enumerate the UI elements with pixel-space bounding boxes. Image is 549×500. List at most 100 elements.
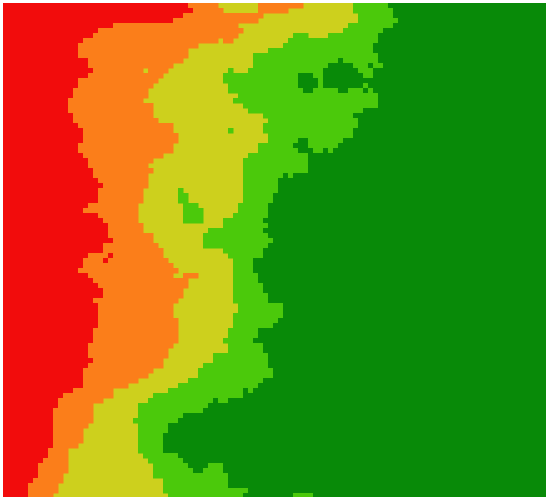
map-cell (533, 93, 539, 99)
map-cell (403, 258, 409, 264)
map-cell (273, 133, 279, 139)
map-cell (123, 108, 129, 114)
map-cell (103, 148, 109, 154)
map-cell (413, 238, 419, 244)
map-cell (518, 148, 524, 154)
map-cell (13, 28, 19, 34)
map-cell (108, 68, 114, 74)
map-cell (458, 128, 464, 134)
map-cell (98, 3, 104, 9)
map-cell (178, 48, 184, 54)
map-cell (248, 233, 254, 239)
map-cell (543, 163, 546, 169)
map-cell (293, 208, 299, 214)
map-cell (343, 193, 349, 199)
map-cell (258, 78, 264, 84)
map-cell (173, 43, 179, 49)
map-cell (28, 123, 34, 129)
map-cell (423, 13, 429, 19)
map-cell (303, 148, 309, 154)
map-cell (273, 138, 279, 144)
map-cell (63, 233, 69, 239)
map-cell (58, 158, 64, 164)
map-cell (273, 118, 279, 124)
map-cell (428, 213, 434, 219)
map-cell (233, 33, 239, 39)
map-cell (123, 143, 129, 149)
map-cell (38, 58, 44, 64)
map-cell (48, 243, 54, 249)
map-cell (258, 153, 264, 159)
map-cell (18, 153, 24, 159)
map-cell (398, 213, 404, 219)
map-cell (413, 103, 419, 109)
map-cell (8, 178, 14, 184)
map-cell (413, 228, 419, 234)
map-cell (113, 83, 119, 89)
map-cell (333, 208, 339, 214)
map-cell (338, 183, 344, 189)
map-cell (528, 168, 534, 174)
map-cell (273, 218, 279, 224)
map-cell (163, 38, 169, 44)
map-cell (183, 13, 189, 19)
map-cell (3, 98, 9, 104)
map-cell (443, 88, 449, 94)
map-cell (408, 48, 414, 54)
map-cell (268, 48, 274, 54)
map-cell (48, 93, 54, 99)
map-cell (253, 163, 259, 169)
map-cell (73, 23, 79, 29)
map-cell (373, 193, 379, 199)
map-cell (383, 58, 389, 64)
map-cell (48, 3, 54, 9)
map-cell (23, 198, 29, 204)
map-cell (358, 238, 364, 244)
map-cell (423, 193, 429, 199)
map-cell (8, 53, 14, 59)
map-cell (403, 58, 409, 64)
map-cell (243, 268, 249, 274)
map-cell (78, 133, 84, 139)
map-cell (108, 118, 114, 124)
map-cell (463, 33, 469, 39)
map-cell (18, 188, 24, 194)
map-cell (298, 153, 304, 159)
map-cell (33, 238, 39, 244)
map-cell (388, 173, 394, 179)
map-cell (13, 188, 19, 194)
map-cell (268, 118, 274, 124)
map-cell (538, 23, 544, 29)
map-cell (268, 58, 274, 64)
map-cell (118, 13, 124, 19)
map-cell (278, 93, 284, 99)
map-cell (118, 218, 124, 224)
map-cell (53, 228, 59, 234)
map-cell (33, 203, 39, 209)
map-cell (108, 153, 114, 159)
map-cell (283, 128, 289, 134)
map-cell (58, 263, 64, 269)
map-cell (188, 3, 194, 9)
map-cell (368, 168, 374, 174)
map-cell (143, 93, 149, 99)
map-cell (423, 38, 429, 44)
map-cell (263, 243, 269, 249)
map-cell (528, 118, 534, 124)
map-cell (463, 8, 469, 14)
map-cell (28, 168, 34, 174)
map-cell (373, 223, 379, 229)
map-cell (493, 148, 499, 154)
map-cell (378, 48, 384, 54)
map-cell (273, 68, 279, 74)
map-cell (413, 118, 419, 124)
map-cell (298, 83, 304, 89)
map-cell (338, 113, 344, 119)
map-cell (438, 83, 444, 89)
map-cell (93, 148, 99, 154)
map-cell (298, 103, 304, 109)
map-cell (473, 93, 479, 99)
map-cell (433, 248, 439, 254)
map-cell (268, 93, 274, 99)
map-cell (528, 213, 534, 219)
